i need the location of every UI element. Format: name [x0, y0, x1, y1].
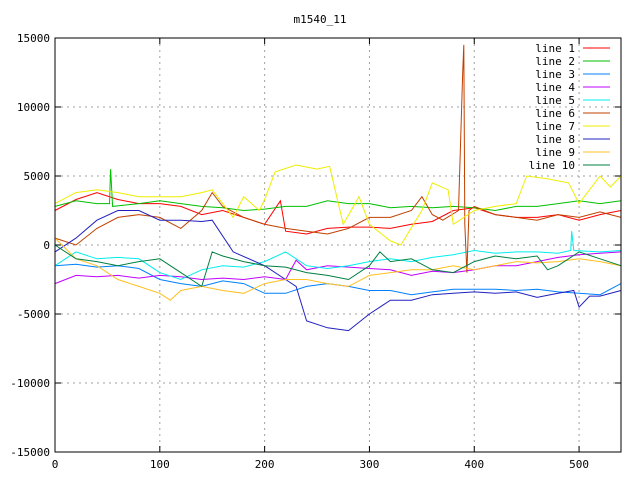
series-line-8 — [54, 210, 622, 332]
x-tick-label: 300 — [360, 458, 380, 471]
axes: -15000 -10000 -5000 0 5000 10000 15000 0 100 200 3… — [10, 32, 621, 471]
x-tick-label: 0 — [52, 458, 59, 471]
y-tick-label: -5000 — [17, 308, 50, 321]
y-tick-label: 5000 — [24, 170, 51, 183]
legend-label-10: line 10 — [529, 159, 575, 172]
legend-label-1: line 1 — [535, 42, 575, 55]
y-tick-label: 0 — [43, 239, 50, 252]
x-tick-label: 100 — [150, 458, 170, 471]
legend-label-3: line 3 — [535, 68, 575, 81]
grid — [55, 38, 621, 452]
y-tick-label: 15000 — [17, 32, 50, 45]
series-line-5 — [54, 231, 622, 281]
legend-label-4: line 4 — [535, 81, 575, 94]
series-group — [54, 44, 622, 332]
y-tick-label: 10000 — [17, 101, 50, 114]
y-tick-label: -15000 — [10, 446, 50, 459]
legend-label-5: line 5 — [535, 94, 575, 107]
series-line-1 — [54, 192, 622, 235]
series-line-6 — [54, 44, 622, 273]
series-line-10 — [54, 244, 622, 288]
y-tick-label: -10000 — [10, 377, 50, 390]
legend-label-8: line 8 — [535, 133, 575, 146]
x-tick-label: 500 — [569, 458, 589, 471]
series-line-4 — [54, 251, 622, 285]
legend-label-7: line 7 — [535, 120, 575, 133]
series-line-2 — [54, 169, 622, 212]
legend-label-6: line 6 — [535, 107, 575, 120]
chart-title: m1540_11 — [294, 13, 347, 26]
x-tick-label: 200 — [255, 458, 275, 471]
legend-label-2: line 2 — [535, 55, 575, 68]
series-line-7 — [54, 164, 622, 246]
legend-label-9: line 9 — [535, 146, 575, 159]
plot-border — [54, 37, 622, 453]
series-line-9 — [54, 237, 622, 301]
x-tick-label: 400 — [464, 458, 484, 471]
